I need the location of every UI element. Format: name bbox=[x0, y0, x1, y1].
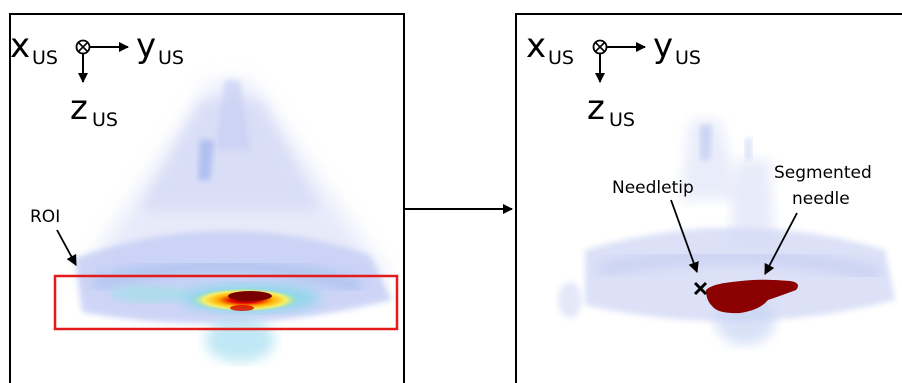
right-panel-frame bbox=[515, 13, 902, 383]
segmented-needle-region bbox=[706, 279, 798, 314]
needle-tip-marker bbox=[693, 281, 708, 296]
right-axis-x-label: x bbox=[526, 26, 546, 66]
segmented-needle-label-line1: Segmented bbox=[774, 163, 872, 183]
roi-arrow bbox=[56, 229, 77, 266]
left-axis-x-label: x bbox=[10, 26, 30, 66]
roi-label: ROI bbox=[30, 207, 60, 227]
left-axis-x-subscript: US bbox=[32, 47, 58, 69]
left-ultrasound-image bbox=[75, 80, 392, 362]
left-axis-z-subscript: US bbox=[92, 109, 118, 131]
right-axis-x-subscript: US bbox=[548, 47, 574, 69]
right-axes: x US y US z US bbox=[526, 26, 701, 131]
left-axis-z-label: z bbox=[70, 88, 88, 128]
right-axis-z-label: z bbox=[587, 88, 605, 128]
right-axis-y-label: y bbox=[653, 26, 673, 66]
left-panel: ROI x US y US z US bbox=[9, 13, 405, 383]
segmented-needle-label-line2: needle bbox=[792, 189, 850, 209]
left-axis-y-subscript: US bbox=[158, 47, 184, 69]
left-axis-y-label: y bbox=[136, 26, 156, 66]
right-panel: Needletip Segmented needle x US y US z U… bbox=[515, 13, 902, 383]
left-axes: x US y US z US bbox=[10, 26, 184, 131]
right-axis-z-subscript: US bbox=[609, 109, 635, 131]
left-panel-frame bbox=[9, 13, 405, 383]
roi-box bbox=[53, 274, 399, 331]
needle-tip-arrow bbox=[670, 199, 699, 274]
needle-tip-label: Needletip bbox=[612, 178, 694, 198]
right-ultrasound-image bbox=[558, 120, 895, 345]
right-axis-y-subscript: US bbox=[675, 47, 701, 69]
segmented-needle-arrow bbox=[764, 212, 798, 275]
